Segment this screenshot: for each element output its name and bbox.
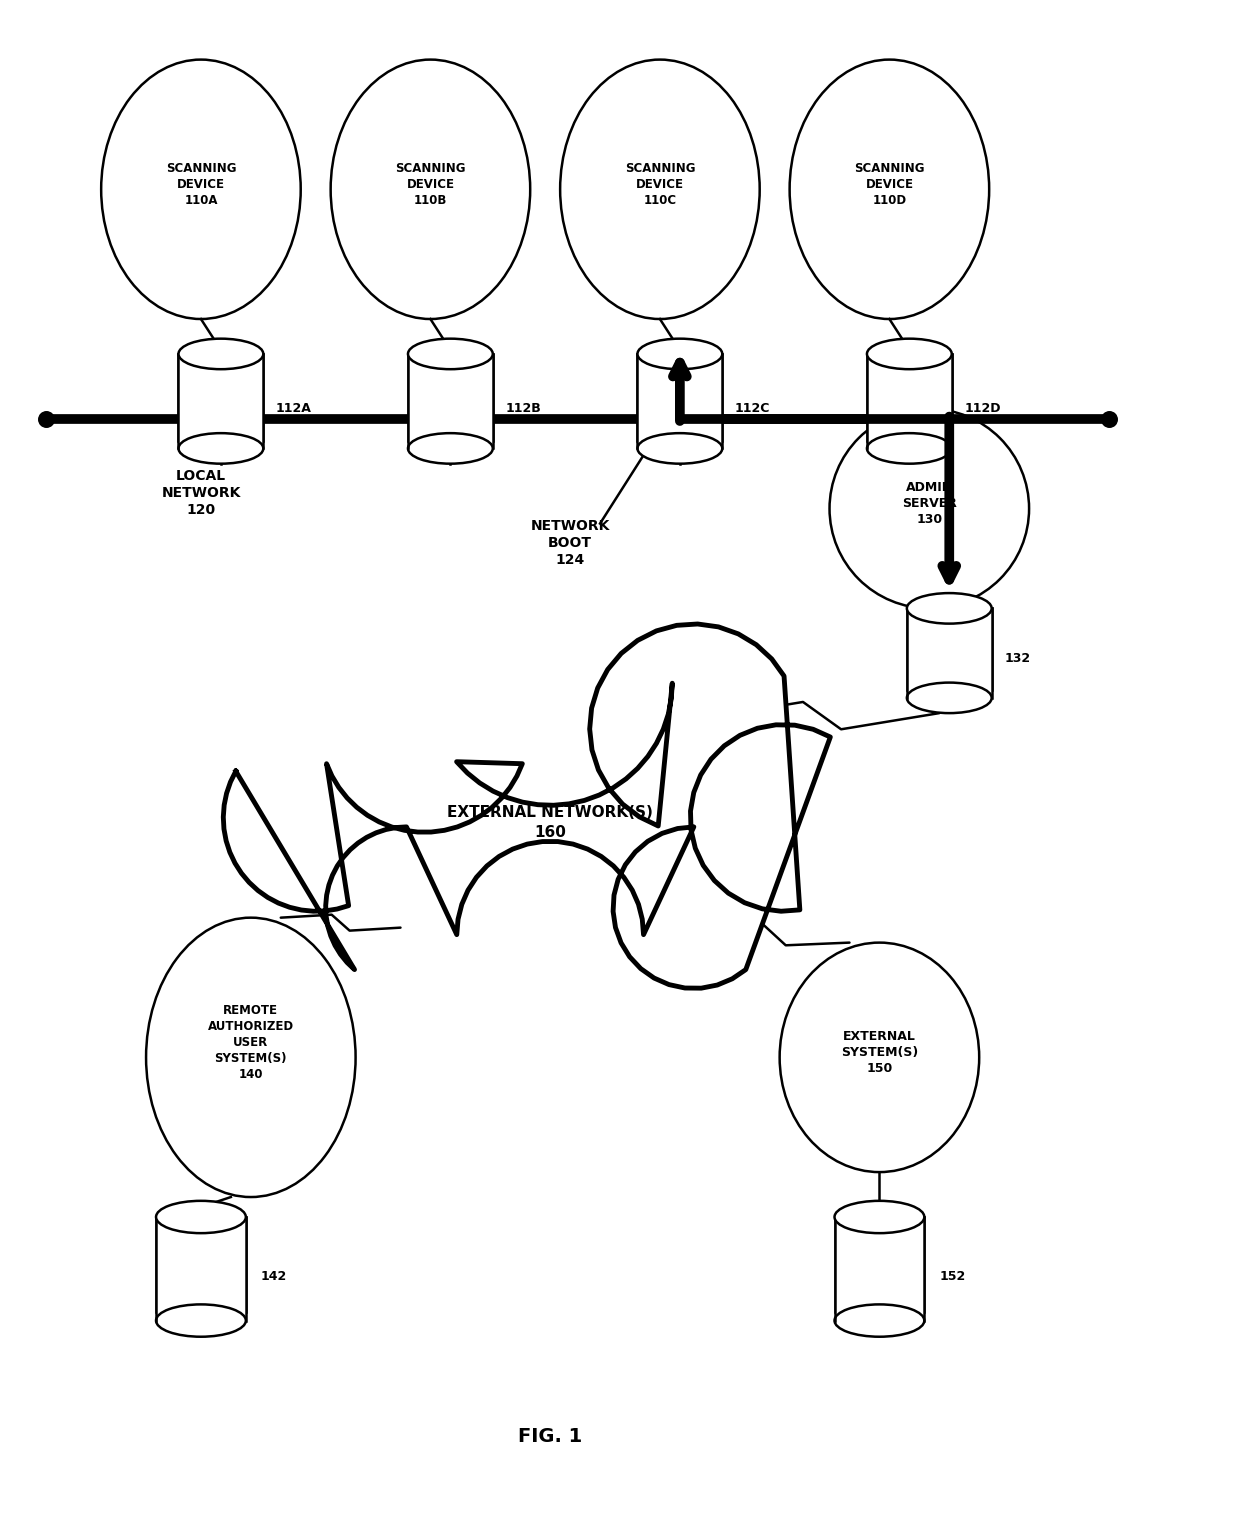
- Text: NETWORK
BOOT
124: NETWORK BOOT 124: [531, 518, 610, 568]
- Ellipse shape: [637, 338, 722, 369]
- Ellipse shape: [156, 1304, 246, 1337]
- Polygon shape: [223, 624, 831, 989]
- Ellipse shape: [867, 338, 952, 369]
- Text: FIG. 1: FIG. 1: [518, 1427, 583, 1446]
- Ellipse shape: [146, 918, 356, 1197]
- Bar: [906, 609, 992, 698]
- Bar: [867, 354, 952, 449]
- Bar: [179, 354, 263, 449]
- Text: SCANNING
DEVICE
110B: SCANNING DEVICE 110B: [396, 161, 466, 206]
- Bar: [835, 1217, 924, 1321]
- Text: 112A: 112A: [275, 403, 311, 415]
- Text: EXTERNAL
SYSTEM(S)
150: EXTERNAL SYSTEM(S) 150: [841, 1030, 918, 1075]
- Ellipse shape: [790, 60, 990, 318]
- Bar: [156, 1217, 246, 1321]
- Ellipse shape: [331, 60, 531, 318]
- Text: LOCAL
NETWORK
120: LOCAL NETWORK 120: [161, 469, 241, 517]
- Bar: [179, 354, 263, 449]
- Ellipse shape: [906, 683, 992, 714]
- Ellipse shape: [867, 434, 952, 463]
- Ellipse shape: [835, 1201, 924, 1233]
- Text: 112B: 112B: [505, 403, 541, 415]
- Ellipse shape: [637, 434, 722, 463]
- Ellipse shape: [835, 1304, 924, 1337]
- Bar: [835, 1217, 924, 1321]
- Ellipse shape: [560, 60, 760, 318]
- Ellipse shape: [408, 338, 492, 369]
- Ellipse shape: [156, 1201, 246, 1233]
- Ellipse shape: [408, 434, 492, 463]
- Text: REMOTE
AUTHORIZED
USER
SYSTEM(S)
140: REMOTE AUTHORIZED USER SYSTEM(S) 140: [208, 1004, 294, 1081]
- Text: SCANNING
DEVICE
110D: SCANNING DEVICE 110D: [854, 161, 925, 206]
- Text: SCANNING
DEVICE
110A: SCANNING DEVICE 110A: [166, 161, 236, 206]
- Ellipse shape: [780, 943, 980, 1172]
- Text: ADMIN
SERVER
130: ADMIN SERVER 130: [901, 481, 957, 526]
- Text: EXTERNAL NETWORK(S)
160: EXTERNAL NETWORK(S) 160: [448, 806, 653, 840]
- Text: 142: 142: [260, 1270, 286, 1283]
- Bar: [408, 354, 492, 449]
- Bar: [156, 1217, 246, 1321]
- Bar: [637, 354, 722, 449]
- Bar: [408, 354, 492, 449]
- Text: 152: 152: [939, 1270, 966, 1283]
- Text: 112D: 112D: [965, 403, 1001, 415]
- Text: 132: 132: [1004, 652, 1030, 664]
- Text: SCANNING
DEVICE
110C: SCANNING DEVICE 110C: [625, 161, 696, 206]
- Ellipse shape: [906, 594, 992, 623]
- Ellipse shape: [179, 434, 263, 463]
- Text: 112C: 112C: [735, 403, 770, 415]
- Bar: [867, 354, 952, 449]
- Ellipse shape: [830, 409, 1029, 609]
- Bar: [637, 354, 722, 449]
- Bar: [906, 609, 992, 698]
- Ellipse shape: [179, 338, 263, 369]
- Ellipse shape: [102, 60, 301, 318]
